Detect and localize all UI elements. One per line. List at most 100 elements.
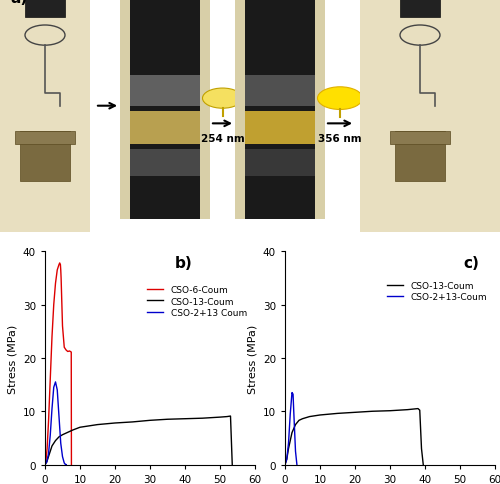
CSO-13-Coum	[418, 446, 424, 452]
CSO-13-Coum	[292, 422, 298, 428]
CSO-6-Coum	[58, 267, 64, 273]
Bar	[240, 0, 320, 220]
CSO-13-Coum	[300, 416, 306, 422]
CSO-13-Coum	[56, 434, 62, 440]
Bar	[242, 149, 318, 177]
CSO-2+13 Coum	[60, 454, 66, 460]
Text: a): a)	[10, 0, 27, 6]
Bar	[20, 132, 70, 182]
CSO-13-Coum	[310, 413, 316, 419]
Text: 254 nm: 254 nm	[200, 134, 244, 144]
CSO-2+13 Coum	[44, 459, 50, 465]
Legend: CSO-13-Coum, CSO-2+13-Coum: CSO-13-Coum, CSO-2+13-Coum	[383, 277, 490, 305]
CSO-6-Coum	[58, 275, 64, 281]
CSO-6-Coum	[42, 462, 48, 468]
CSO-6-Coum	[54, 267, 60, 273]
CSO-13-Coum	[63, 430, 69, 436]
CSO-13-Coum	[352, 409, 358, 415]
CSO-13-Coum	[334, 410, 340, 416]
Line: CSO-2+13 Coum: CSO-2+13 Coum	[45, 382, 66, 465]
Bar	[128, 149, 202, 177]
CSO-2+13 Coum	[51, 384, 57, 390]
CSO-6-Coum	[44, 446, 50, 452]
CSO-13-Coum	[44, 459, 50, 465]
Text: b): b)	[175, 256, 193, 271]
CSO-13-Coum	[47, 448, 54, 454]
CSO-13-Coum	[66, 429, 72, 435]
CSO-2+13-Coum	[294, 462, 300, 468]
CSO-2+13 Coum	[52, 379, 59, 385]
Bar	[125, 0, 205, 220]
CSO-13-Coum	[317, 412, 323, 418]
Bar	[25, 0, 65, 18]
CSO-13-Coum	[314, 413, 320, 419]
CSO-2+13 Coum	[46, 451, 52, 457]
Line: CSO-6-Coum: CSO-6-Coum	[45, 263, 72, 465]
CSO-6-Coum	[52, 281, 59, 287]
CSO-13-Coum	[387, 408, 393, 414]
CSO-2+13-Coum	[284, 456, 290, 462]
CSO-13-Coum	[289, 430, 295, 436]
CSO-13-Coum	[296, 418, 302, 424]
CSO-2+13 Coum	[47, 433, 54, 439]
CSO-13-Coum	[52, 438, 59, 443]
CSO-13-Coum	[224, 414, 230, 420]
CSO-2+13 Coum	[58, 440, 64, 446]
Bar	[128, 111, 202, 144]
CSO-13-Coum	[200, 415, 205, 421]
Bar	[390, 132, 450, 144]
Text: c): c)	[464, 256, 479, 271]
CSO-2+13 Coum	[63, 462, 69, 468]
CSO-2+13-Coum	[287, 411, 293, 417]
CSO-6-Coum	[66, 348, 72, 354]
CSO-6-Coum	[60, 323, 66, 329]
Line: CSO-2+13-Coum: CSO-2+13-Coum	[285, 393, 297, 465]
Bar	[400, 0, 440, 18]
CSO-13-Coum	[306, 414, 312, 420]
CSO-13-Coum	[147, 418, 153, 424]
Bar	[235, 0, 245, 220]
CSO-2+13 Coum	[42, 462, 48, 468]
CSO-2+13 Coum	[63, 462, 69, 468]
CSO-13-Coum	[303, 415, 309, 421]
Bar	[15, 132, 75, 144]
Bar	[120, 0, 130, 220]
CSO-13-Coum	[229, 462, 235, 468]
Bar	[360, 0, 500, 232]
CSO-13-Coum	[42, 462, 48, 468]
Y-axis label: Stress (MPa): Stress (MPa)	[248, 324, 258, 393]
Y-axis label: Stress (MPa): Stress (MPa)	[8, 324, 18, 393]
CSO-13-Coum	[286, 446, 292, 452]
CSO-2+13-Coum	[290, 392, 296, 397]
CSO-2+13-Coum	[286, 440, 292, 446]
CSO-6-Coum	[68, 349, 74, 355]
Line: CSO-13-Coum: CSO-13-Coum	[45, 416, 232, 465]
CSO-2+13-Coum	[289, 390, 295, 396]
CSO-6-Coum	[46, 419, 52, 425]
CSO-6-Coum	[61, 345, 67, 350]
Bar	[0, 0, 90, 232]
CSO-13-Coum	[217, 414, 223, 420]
CSO-2+13 Coum	[49, 406, 55, 411]
CSO-2+13 Coum	[56, 414, 62, 420]
Bar	[242, 76, 318, 106]
CSO-13-Coum	[282, 462, 288, 468]
CSO-6-Coum	[58, 262, 64, 268]
CSO-6-Coum	[63, 348, 69, 353]
Bar	[128, 76, 202, 106]
CSO-13-Coum	[77, 424, 83, 430]
Bar	[315, 0, 325, 220]
CSO-13-Coum	[46, 454, 52, 460]
CSO-6-Coum	[68, 462, 74, 468]
CSO-13-Coum	[94, 422, 100, 428]
CSO-2+13 Coum	[54, 387, 60, 393]
CSO-13-Coum	[420, 462, 426, 468]
CSO-13-Coum	[417, 408, 423, 413]
Bar	[395, 132, 445, 182]
CSO-6-Coum	[56, 260, 62, 266]
CSO-13-Coum	[70, 427, 76, 433]
Legend: CSO-6-Coum, CSO-13-Coum, CSO-2+13 Coum: CSO-6-Coum, CSO-13-Coum, CSO-2+13 Coum	[144, 282, 250, 321]
Circle shape	[202, 89, 242, 109]
CSO-2+13-Coum	[282, 462, 288, 468]
CSO-13-Coum	[370, 408, 376, 414]
